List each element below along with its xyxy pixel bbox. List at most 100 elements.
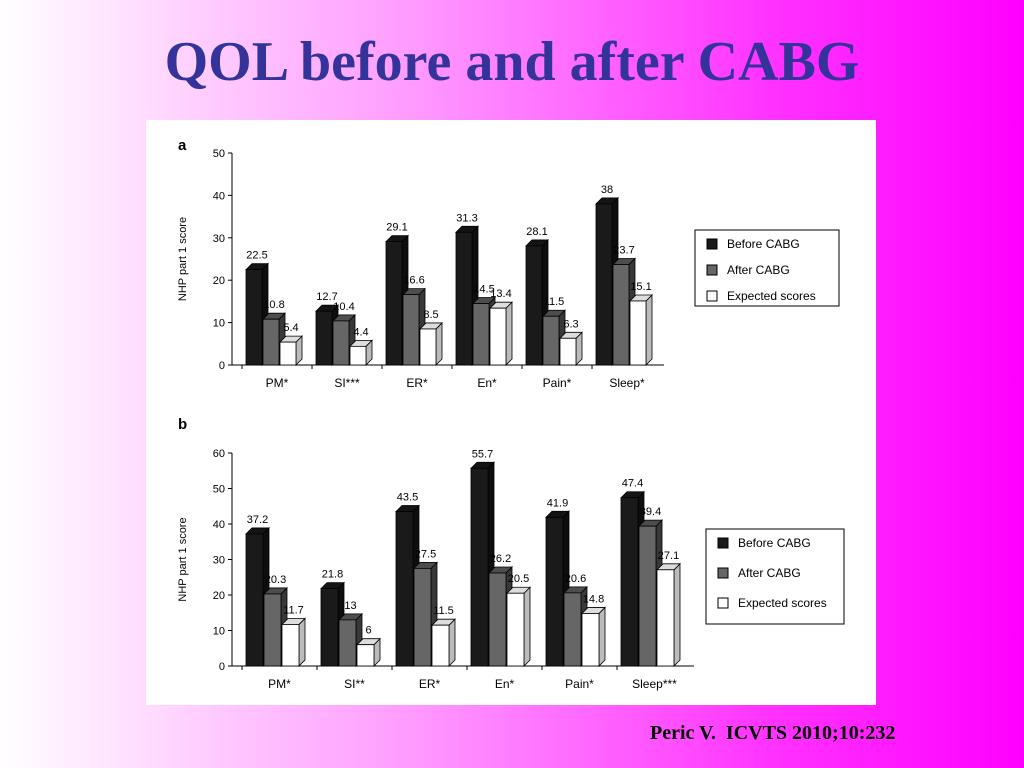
data-label: 11.5 (544, 296, 565, 308)
y-tick-label: 0 (219, 360, 225, 372)
x-tick-label: Pain* (543, 376, 572, 390)
bar-expected-scores-5 (629, 300, 647, 366)
charts-svg: a NHP part 1 score 0 10 20 30 40 50 PM* 22.5 10.8 5… (177, 137, 845, 691)
data-label: 47.4 (622, 478, 643, 490)
bar-before-cabg-4 (545, 516, 564, 667)
legend-label: Before CABG (727, 237, 800, 251)
y-tick-label: 10 (213, 626, 225, 638)
bar-after-cabg-5 (638, 525, 657, 667)
bar-expected-scores-2 (431, 624, 450, 667)
y-tick-label: 20 (213, 275, 225, 287)
data-label: 6.3 (563, 318, 578, 330)
figure-panel: a NHP part 1 score 0 10 20 30 40 50 PM* 22.5 10.8 5… (146, 120, 876, 705)
bar-before-cabg-3 (455, 231, 473, 366)
bar-expected-scores-1 (349, 345, 367, 366)
data-label: 43.5 (397, 492, 418, 504)
data-label: 10.8 (263, 299, 284, 311)
data-label: 26.2 (490, 553, 511, 565)
bar-side (598, 606, 606, 667)
data-label: 20.5 (508, 573, 529, 585)
y-tick-label: 0 (219, 661, 225, 673)
bar-expected-scores-3 (506, 592, 525, 667)
data-label: 5.4 (283, 322, 298, 334)
legend-swatch (706, 290, 718, 302)
bar-after-cabg-4 (542, 315, 560, 366)
bar-after-cabg-2 (402, 294, 420, 366)
bar-after-cabg-4 (563, 592, 582, 667)
x-tick-label: PM* (266, 376, 289, 390)
x-tick-label: Pain* (565, 677, 594, 691)
data-label: 38 (601, 184, 613, 196)
data-label: 13 (344, 600, 356, 612)
legend-label: After CABG (727, 263, 790, 277)
x-tick-label: En* (495, 677, 515, 691)
legend-label: Expected scores (727, 289, 816, 303)
bar-after-cabg-0 (262, 318, 280, 366)
bar-before-cabg-4 (525, 245, 543, 366)
y-tick-label: 30 (213, 555, 225, 567)
x-tick-label: ER* (406, 376, 428, 390)
legend-swatch (717, 567, 729, 579)
bar-before-cabg-2 (395, 511, 414, 667)
bar-side (448, 618, 456, 667)
data-label: 15.1 (630, 281, 651, 293)
x-tick-label: En* (477, 376, 497, 390)
bar-before-cabg-5 (595, 203, 613, 366)
bar-side (435, 321, 443, 366)
data-label: 39.4 (640, 506, 661, 518)
panel-label: b (178, 416, 187, 433)
bar-expected-scores-4 (559, 337, 577, 366)
data-label: 23.7 (613, 245, 634, 257)
x-tick-label: Sleep*** (632, 677, 677, 691)
bar-after-cabg-2 (413, 567, 432, 667)
x-tick-label: SI*** (334, 376, 360, 390)
y-tick-label: 50 (213, 148, 225, 160)
y-tick-label: 40 (213, 190, 225, 202)
bar-after-cabg-3 (472, 303, 490, 366)
bar-after-cabg-5 (612, 264, 630, 366)
data-label: 27.1 (658, 550, 679, 562)
legend-label: Expected scores (738, 596, 827, 610)
data-label: 4.4 (353, 326, 368, 338)
legend-swatch (717, 597, 729, 609)
bar-after-cabg-3 (488, 572, 507, 667)
data-label: 12.7 (316, 291, 337, 303)
y-axis-label: NHP part 1 score (177, 517, 189, 601)
legend-label: After CABG (738, 566, 801, 580)
bar-after-cabg-1 (338, 619, 357, 667)
data-label: 13.4 (490, 288, 511, 300)
bar-expected-scores-1 (356, 644, 375, 667)
data-label: 21.8 (322, 569, 343, 581)
legend-box (694, 229, 840, 307)
x-tick-label: SI** (344, 677, 365, 691)
panel-label: a (178, 137, 187, 154)
bar-expected-scores-0 (279, 341, 297, 366)
data-label: 16.6 (403, 275, 424, 287)
data-label: 31.3 (456, 212, 477, 224)
bar-side (673, 562, 681, 667)
data-label: 41.9 (547, 497, 568, 509)
data-label: 14.8 (583, 593, 604, 605)
bar-expected-scores-3 (489, 307, 507, 366)
data-label: 6 (365, 625, 371, 637)
bar-expected-scores-5 (656, 569, 675, 667)
x-tick-label: Sleep* (609, 376, 645, 390)
y-tick-label: 20 (213, 590, 225, 602)
data-label: 22.5 (246, 250, 267, 262)
bar-side (298, 617, 306, 667)
x-tick-label: ER* (419, 677, 441, 691)
bar-side (523, 586, 531, 667)
bar-before-cabg-1 (320, 588, 339, 667)
bar-before-cabg-1 (315, 310, 333, 366)
chart-a: a NHP part 1 score 0 10 20 30 40 50 PM* 22.5 10.8 5… (177, 137, 840, 390)
y-tick-label: 10 (213, 318, 225, 330)
legend-swatch (717, 537, 729, 549)
y-tick-label: 50 (213, 484, 225, 496)
bar-expected-scores-0 (281, 624, 300, 667)
bar-before-cabg-5 (620, 497, 639, 667)
slide-title: QOL before and after CABG (164, 31, 860, 93)
data-label: 27.5 (415, 548, 436, 560)
bar-after-cabg-1 (332, 320, 350, 366)
bar-after-cabg-0 (263, 593, 282, 667)
y-tick-label: 60 (213, 448, 225, 460)
